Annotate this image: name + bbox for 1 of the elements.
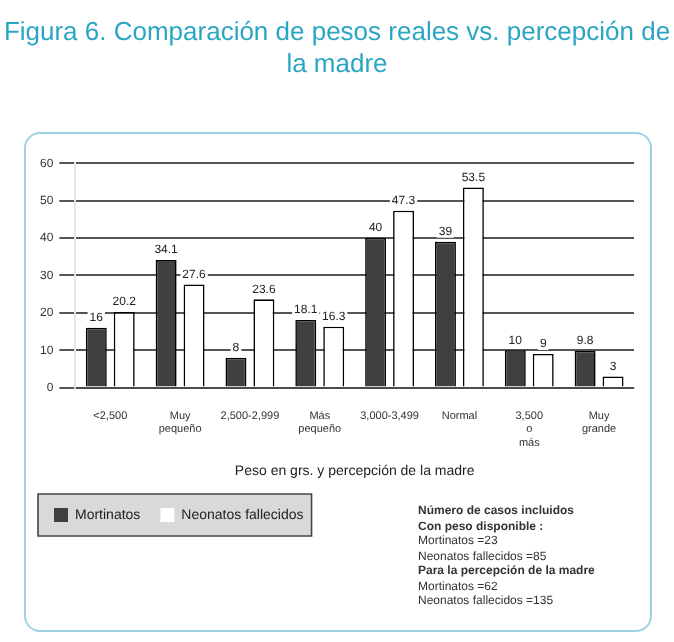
chart-title: Figura 6. Comparación de pesos reales vs. percepción de la madre — [1, 16, 673, 80]
